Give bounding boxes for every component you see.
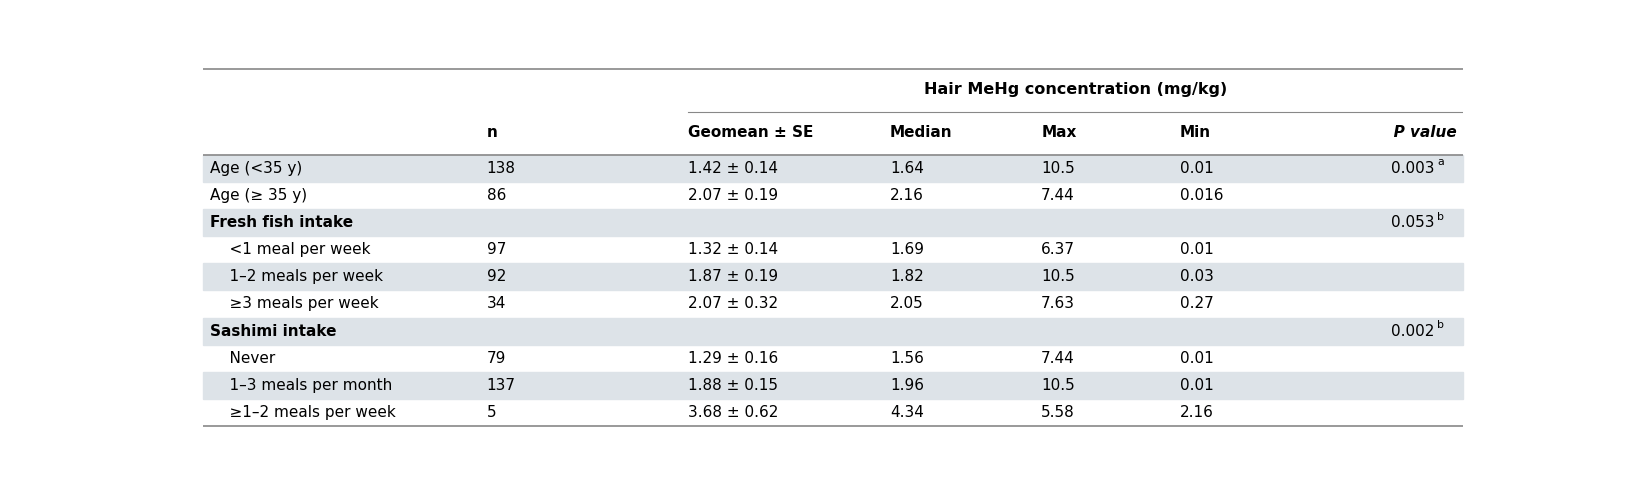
Text: 4.34: 4.34 (889, 405, 924, 420)
Text: 10.5: 10.5 (1041, 161, 1075, 176)
Bar (203, 209, 1463, 236)
Text: 2.16: 2.16 (1180, 405, 1213, 420)
Text: <1 meal per week: <1 meal per week (210, 242, 371, 257)
Text: 7.44: 7.44 (1041, 188, 1075, 203)
Bar (203, 155, 1463, 182)
Text: 3.68 ± 0.62: 3.68 ± 0.62 (688, 405, 779, 420)
Text: Min: Min (1180, 125, 1211, 140)
Text: Max: Max (1041, 125, 1076, 140)
Text: 6.37: 6.37 (1041, 242, 1075, 257)
Text: 1–3 meals per month: 1–3 meals per month (210, 378, 392, 393)
Text: 2.07 ± 0.32: 2.07 ± 0.32 (688, 297, 779, 312)
Bar (203, 317, 1463, 345)
Text: Median: Median (889, 125, 953, 140)
Text: a: a (1437, 157, 1444, 167)
Text: 1.82: 1.82 (889, 270, 924, 284)
Text: 0.053: 0.053 (1390, 215, 1434, 230)
Text: 7.44: 7.44 (1041, 351, 1075, 366)
Text: 0.016: 0.016 (1180, 188, 1223, 203)
Text: 34: 34 (486, 297, 506, 312)
Bar (203, 372, 1463, 399)
Text: ≥3 meals per week: ≥3 meals per week (210, 297, 379, 312)
Text: 0.03: 0.03 (1180, 270, 1213, 284)
Text: n: n (486, 125, 498, 140)
Text: 1.29 ± 0.16: 1.29 ± 0.16 (688, 351, 779, 366)
Text: 1.42 ± 0.14: 1.42 ± 0.14 (688, 161, 779, 176)
Text: Geomean ± SE: Geomean ± SE (688, 125, 813, 140)
Text: 0.01: 0.01 (1180, 378, 1213, 393)
Text: Sashimi intake: Sashimi intake (210, 324, 337, 339)
Text: 0.27: 0.27 (1180, 297, 1213, 312)
Text: 2.16: 2.16 (889, 188, 924, 203)
Text: Never: Never (210, 351, 275, 366)
Text: 5: 5 (486, 405, 496, 420)
Text: 0.01: 0.01 (1180, 161, 1213, 176)
Text: P value: P value (1384, 125, 1457, 140)
Text: 1–2 meals per week: 1–2 meals per week (210, 270, 382, 284)
Text: 7.63: 7.63 (1041, 297, 1075, 312)
Text: 97: 97 (486, 242, 506, 257)
Text: 86: 86 (486, 188, 506, 203)
Text: 1.88 ± 0.15: 1.88 ± 0.15 (688, 378, 779, 393)
Text: 1.96: 1.96 (889, 378, 924, 393)
Text: 137: 137 (486, 378, 515, 393)
Text: 92: 92 (486, 270, 506, 284)
Text: 2.05: 2.05 (889, 297, 924, 312)
Text: b: b (1437, 320, 1444, 330)
Text: 0.01: 0.01 (1180, 351, 1213, 366)
Text: ≥1–2 meals per week: ≥1–2 meals per week (210, 405, 395, 420)
Text: Hair MeHg concentration (mg/kg): Hair MeHg concentration (mg/kg) (924, 82, 1228, 97)
Text: 10.5: 10.5 (1041, 270, 1075, 284)
Bar (203, 263, 1463, 290)
Text: 138: 138 (486, 161, 515, 176)
Text: 0.003: 0.003 (1390, 161, 1434, 176)
Text: 1.56: 1.56 (889, 351, 924, 366)
Text: 0.002: 0.002 (1390, 324, 1434, 339)
Text: 1.64: 1.64 (889, 161, 924, 176)
Text: 5.58: 5.58 (1041, 405, 1075, 420)
Text: 10.5: 10.5 (1041, 378, 1075, 393)
Text: Age (<35 y): Age (<35 y) (210, 161, 302, 176)
Text: 79: 79 (486, 351, 506, 366)
Text: 1.32 ± 0.14: 1.32 ± 0.14 (688, 242, 779, 257)
Text: 2.07 ± 0.19: 2.07 ± 0.19 (688, 188, 779, 203)
Text: b: b (1437, 212, 1444, 222)
Text: 1.87 ± 0.19: 1.87 ± 0.19 (688, 270, 779, 284)
Text: Fresh fish intake: Fresh fish intake (210, 215, 353, 230)
Text: Age (≥ 35 y): Age (≥ 35 y) (210, 188, 307, 203)
Text: 0.01: 0.01 (1180, 242, 1213, 257)
Text: 1.69: 1.69 (889, 242, 924, 257)
